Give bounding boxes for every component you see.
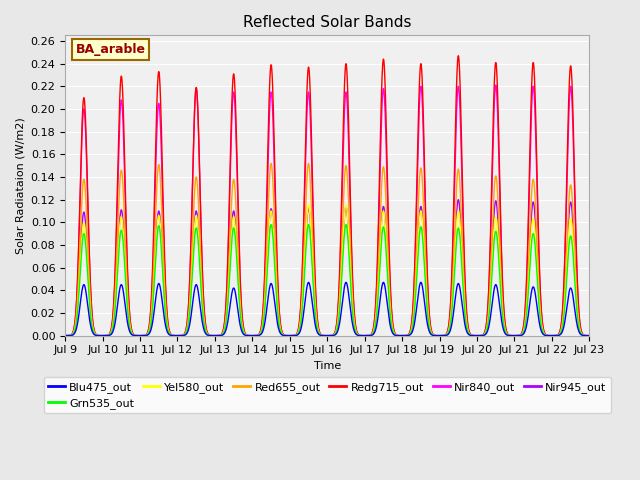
Y-axis label: Solar Radiataion (W/m2): Solar Radiataion (W/m2)	[15, 117, 25, 254]
Legend: Blu475_out, Grn535_out, Yel580_out, Red655_out, Redg715_out, Nir840_out, Nir945_: Blu475_out, Grn535_out, Yel580_out, Red6…	[44, 377, 611, 413]
X-axis label: Time: Time	[314, 361, 341, 371]
Text: BA_arable: BA_arable	[76, 43, 146, 56]
Title: Reflected Solar Bands: Reflected Solar Bands	[243, 15, 412, 30]
